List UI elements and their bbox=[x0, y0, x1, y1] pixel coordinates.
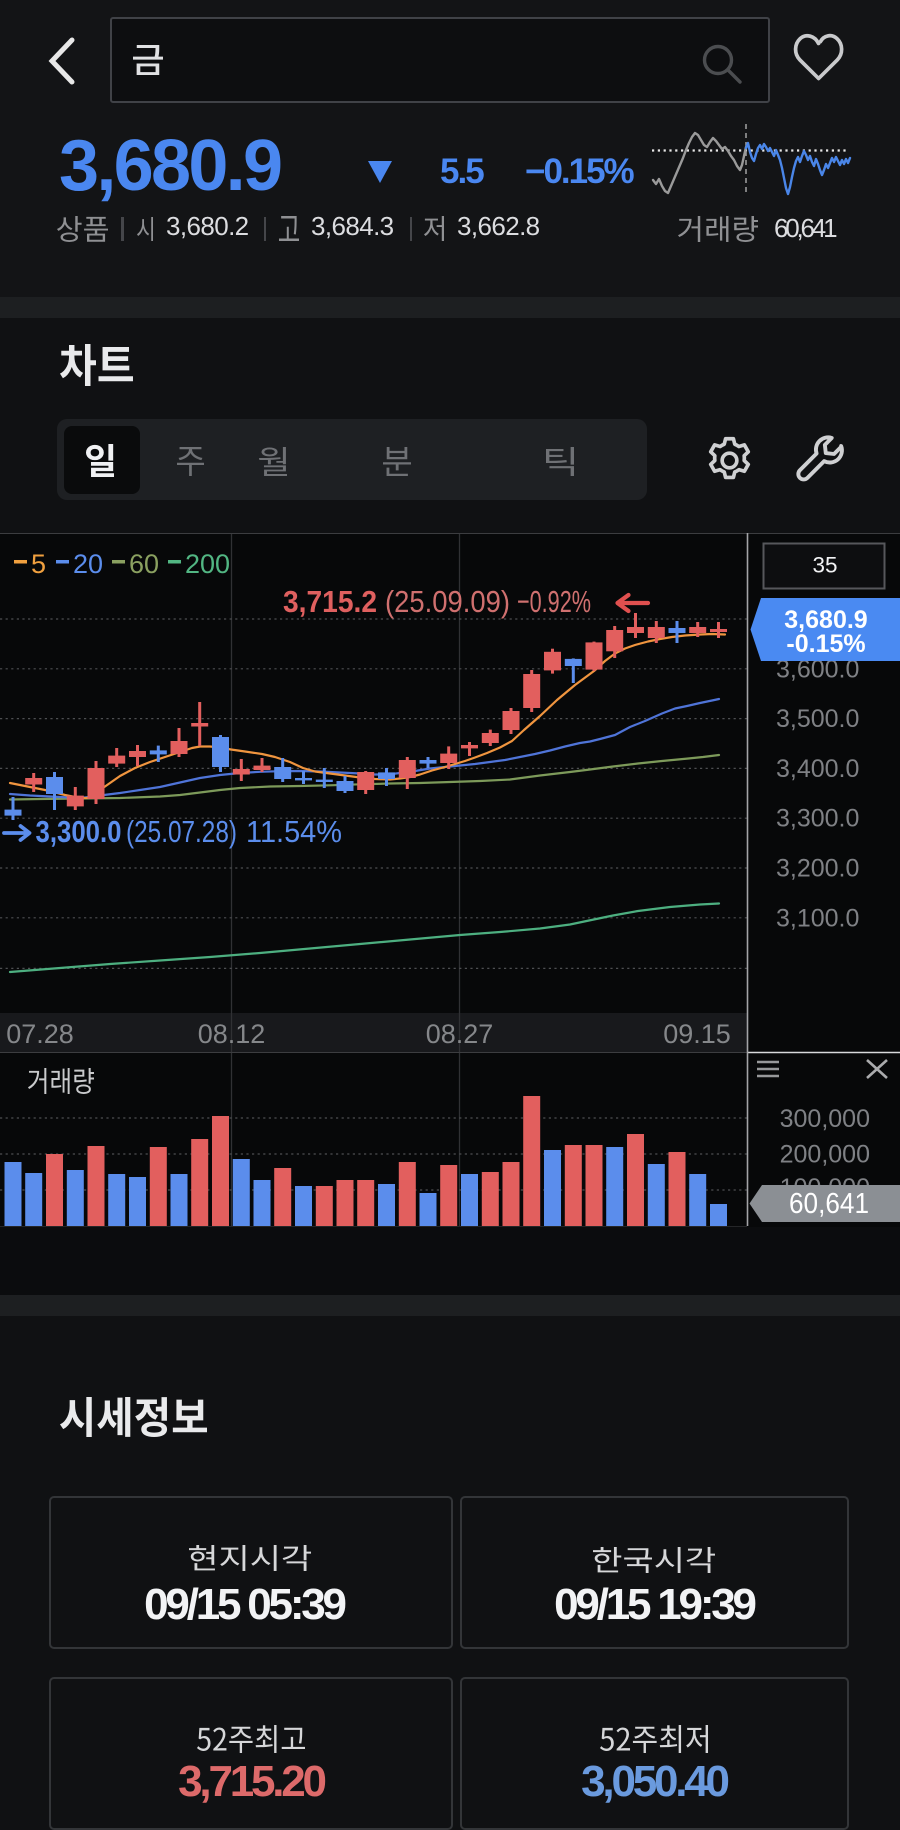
svg-text:−0.92%: −0.92% bbox=[517, 584, 591, 619]
svg-text:200,000: 200,000 bbox=[780, 1141, 870, 1169]
svg-text:(25.07.28): (25.07.28) bbox=[126, 814, 237, 849]
svg-text:3,200.0: 3,200.0 bbox=[776, 855, 859, 883]
svg-text:(25.09.09): (25.09.09) bbox=[385, 584, 510, 619]
svg-text:60: 60 bbox=[129, 549, 159, 579]
svg-text:200: 200 bbox=[185, 549, 230, 579]
svg-text:3,100.0: 3,100.0 bbox=[776, 904, 859, 932]
svg-text:5: 5 bbox=[31, 549, 46, 579]
svg-text:20: 20 bbox=[73, 549, 103, 579]
svg-text:3,400.0: 3,400.0 bbox=[776, 755, 859, 783]
svg-text:300,000: 300,000 bbox=[780, 1105, 870, 1133]
svg-text:08.12: 08.12 bbox=[198, 1019, 266, 1049]
svg-text:3,300.0: 3,300.0 bbox=[36, 814, 122, 849]
svg-text:3,500.0: 3,500.0 bbox=[776, 705, 859, 733]
svg-text:60,641: 60,641 bbox=[789, 1188, 869, 1220]
svg-text:09.15: 09.15 bbox=[663, 1019, 731, 1049]
svg-text:3,300.0: 3,300.0 bbox=[776, 805, 859, 833]
svg-text:-0.15%: -0.15% bbox=[786, 630, 865, 658]
svg-text:3,715.2: 3,715.2 bbox=[283, 584, 377, 619]
svg-text:07.28: 07.28 bbox=[6, 1019, 74, 1049]
svg-text:11.54%: 11.54% bbox=[246, 814, 342, 849]
svg-text:3,680.9: 3,680.9 bbox=[784, 606, 867, 634]
svg-text:08.27: 08.27 bbox=[426, 1019, 494, 1049]
svg-text:35: 35 bbox=[812, 553, 837, 578]
